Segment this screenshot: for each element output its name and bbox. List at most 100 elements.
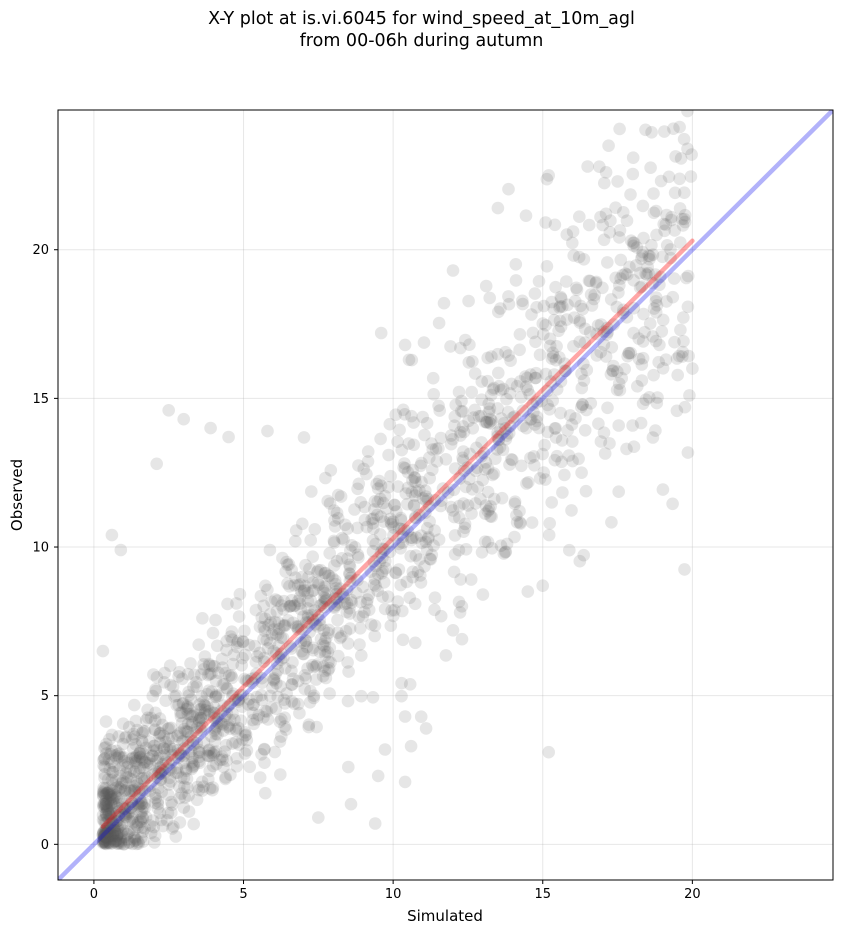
data-point <box>394 522 408 536</box>
data-point <box>193 743 206 757</box>
data-point <box>637 231 650 245</box>
data-point <box>371 568 385 581</box>
data-point <box>499 545 513 558</box>
data-point <box>420 416 434 430</box>
data-point <box>379 554 392 568</box>
data-point <box>312 564 325 577</box>
data-point <box>299 634 313 647</box>
data-point <box>366 517 380 530</box>
data-point <box>529 335 542 349</box>
data-point <box>567 249 580 262</box>
data-point <box>172 698 185 712</box>
data-point <box>321 645 335 659</box>
data-point <box>351 573 364 587</box>
data-point <box>153 736 167 750</box>
data-point <box>162 732 175 746</box>
data-point <box>269 593 282 606</box>
data-point <box>134 807 147 820</box>
data-point <box>481 504 495 518</box>
data-point <box>130 818 143 832</box>
data-point <box>575 400 588 414</box>
data-point <box>198 698 211 712</box>
data-point <box>528 459 541 472</box>
data-point <box>221 720 234 734</box>
data-point <box>106 828 119 842</box>
data-point <box>366 544 380 558</box>
data-point <box>504 420 517 433</box>
data-point <box>480 416 494 429</box>
data-point <box>190 793 204 807</box>
data-point <box>210 757 223 771</box>
data-point <box>407 498 421 512</box>
data-point <box>508 530 521 544</box>
data-point <box>257 632 270 646</box>
data-point <box>104 827 117 840</box>
data-point <box>170 761 184 775</box>
data-point <box>426 443 440 456</box>
data-point <box>414 459 427 473</box>
data-point <box>172 747 186 760</box>
data-point <box>203 764 216 778</box>
data-point <box>368 495 382 508</box>
data-point <box>272 616 286 630</box>
data-point <box>597 426 611 440</box>
data-point <box>293 591 307 604</box>
data-point <box>201 668 215 682</box>
data-point <box>427 539 440 552</box>
data-point <box>588 288 601 302</box>
data-point <box>428 603 441 617</box>
regression-line <box>100 238 695 829</box>
data-point <box>196 784 209 797</box>
data-point <box>584 288 598 301</box>
data-point <box>337 591 351 604</box>
data-point <box>626 151 640 164</box>
data-point <box>601 325 615 339</box>
data-point <box>209 722 222 735</box>
data-point <box>577 357 590 371</box>
data-point <box>284 599 297 613</box>
data-point <box>218 709 232 723</box>
data-point <box>210 639 224 653</box>
data-point <box>216 753 229 766</box>
data-point <box>190 721 204 734</box>
data-point <box>177 734 190 748</box>
data-point <box>465 507 478 520</box>
data-point <box>549 431 563 444</box>
data-point <box>338 597 352 611</box>
data-point <box>510 379 524 393</box>
data-point <box>114 834 128 847</box>
data-point <box>396 633 410 647</box>
data-point <box>208 701 221 714</box>
data-point <box>99 788 112 802</box>
data-point <box>396 604 409 618</box>
data-point <box>352 551 365 564</box>
data-point <box>153 729 166 743</box>
data-point <box>96 836 110 850</box>
data-point <box>135 804 149 818</box>
data-point <box>509 258 523 271</box>
data-point <box>384 469 397 483</box>
data-point <box>132 837 145 850</box>
data-point <box>119 776 132 789</box>
data-point <box>510 509 523 522</box>
data-point <box>643 252 656 266</box>
data-point <box>678 186 691 199</box>
data-point <box>250 690 263 704</box>
data-point <box>550 340 563 353</box>
data-point <box>218 745 231 758</box>
data-point <box>612 419 625 432</box>
data-point <box>181 700 194 714</box>
data-point <box>404 549 418 563</box>
data-point <box>506 411 520 425</box>
grid <box>58 110 833 880</box>
data-point <box>243 760 256 774</box>
data-point <box>487 381 501 395</box>
data-point <box>499 345 512 359</box>
data-point <box>560 313 574 326</box>
data-point <box>636 335 650 348</box>
data-point <box>552 324 565 338</box>
data-point <box>97 829 110 843</box>
data-point <box>367 512 380 525</box>
data-point <box>632 332 645 345</box>
data-point <box>102 807 116 821</box>
